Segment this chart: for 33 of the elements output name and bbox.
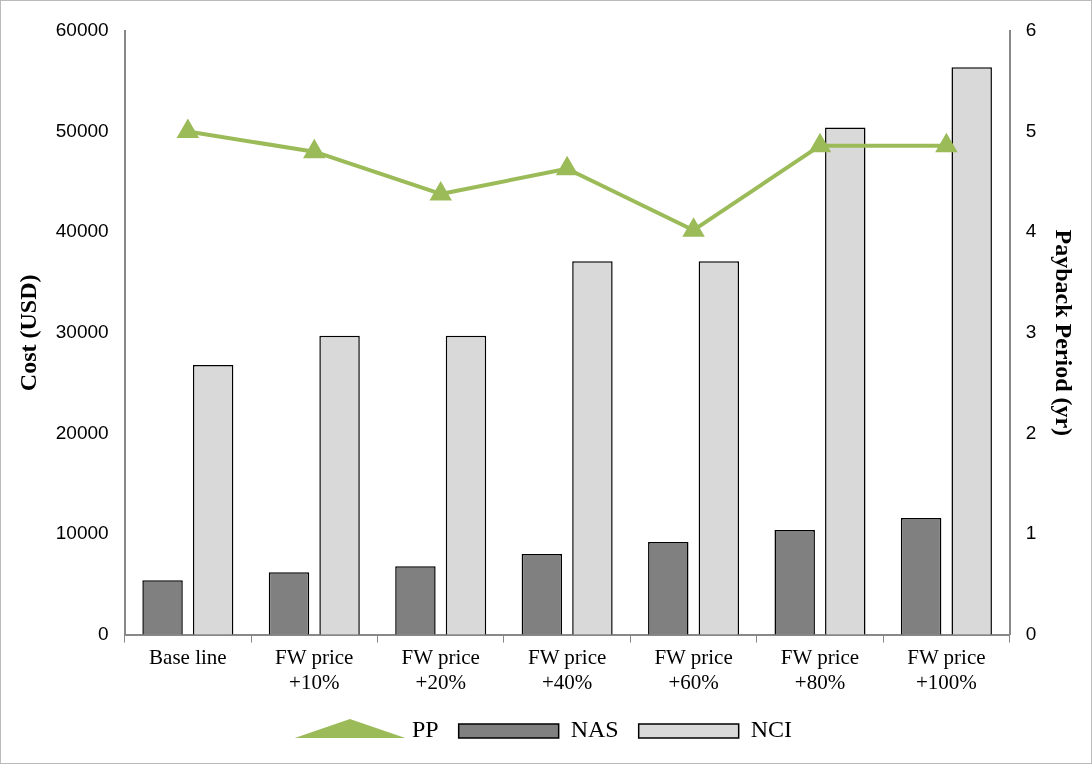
y-tick-label: 20000	[55, 421, 109, 443]
point	[176, 118, 199, 139]
point	[430, 182, 451, 201]
x-tick-label: Base line	[149, 644, 227, 669]
y-tick-label: 0	[98, 622, 109, 644]
point	[683, 219, 704, 237]
y-tick-label: 10000	[55, 522, 109, 544]
point	[556, 155, 577, 176]
y2-tick-label: 5	[1025, 119, 1037, 141]
legend-label: PP	[411, 716, 439, 743]
legend-label: NCI	[750, 716, 793, 743]
legend-label: NAS	[570, 716, 619, 743]
y-tick-label: 30000	[55, 321, 109, 343]
y2-axis-title: Payback Period (yr)	[1051, 229, 1078, 437]
x-tick-label: FW price +60%	[654, 644, 733, 694]
y2-tick-label: 2	[1025, 421, 1037, 443]
x-tick-label: FW price +80%	[780, 644, 860, 694]
point	[303, 138, 326, 159]
point	[810, 134, 830, 153]
x-tick-label: FW price +20%	[401, 644, 480, 694]
x-tick-label: FW price +100%	[907, 644, 986, 694]
x-tick-label: FW price +40%	[527, 644, 607, 694]
y-axis-title: Cost (USD)	[14, 274, 41, 392]
y-tick-label: 60000	[55, 19, 109, 41]
y2-tick-label: 6	[1025, 19, 1037, 41]
y-tick-label: 40000	[55, 220, 109, 242]
point	[935, 132, 958, 153]
y2-tick-label: 0	[1025, 622, 1037, 644]
y2-tick-label: 1	[1025, 522, 1037, 544]
y-tick-label: 50000	[55, 119, 109, 141]
x-tick-label: FW price +10%	[275, 644, 354, 694]
y2-tick-label: 4	[1025, 220, 1037, 242]
y2-tick-label: 3	[1025, 321, 1037, 343]
